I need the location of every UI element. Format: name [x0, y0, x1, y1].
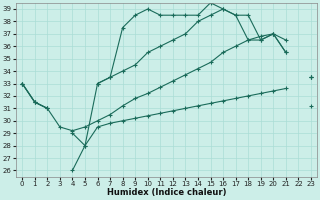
X-axis label: Humidex (Indice chaleur): Humidex (Indice chaleur) [107, 188, 226, 197]
